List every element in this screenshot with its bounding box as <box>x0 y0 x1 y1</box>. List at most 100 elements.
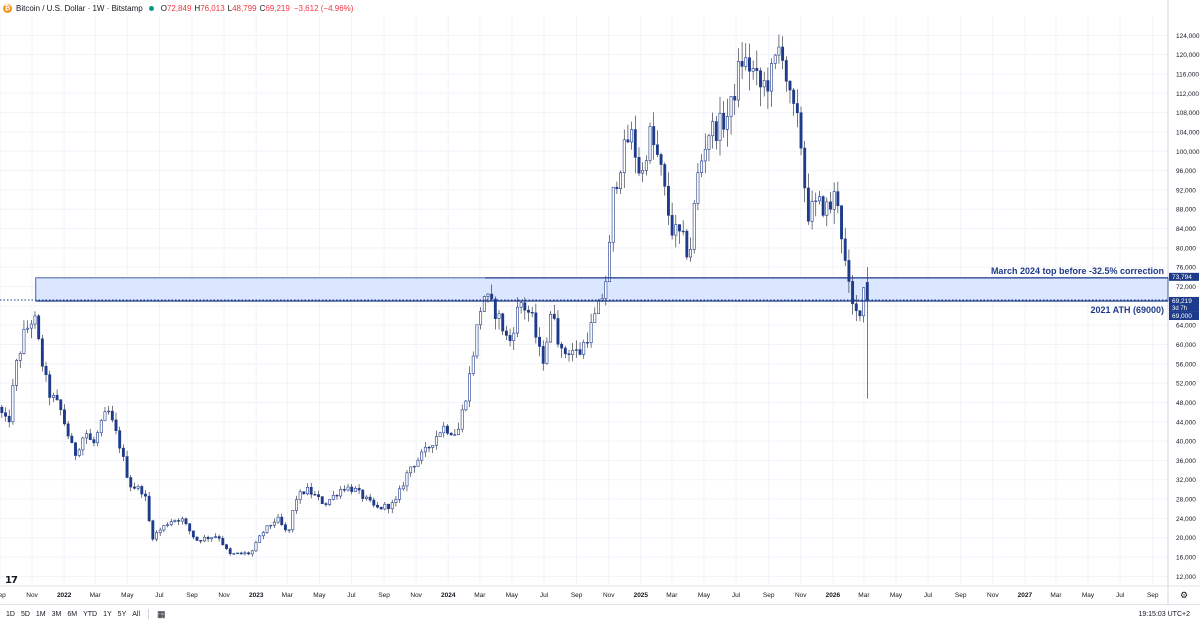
candle <box>792 89 796 104</box>
candle <box>236 552 239 555</box>
candle <box>563 347 567 355</box>
candle <box>457 428 460 436</box>
candle <box>567 353 571 355</box>
candle <box>722 112 726 130</box>
candle <box>298 491 302 500</box>
candle <box>306 486 309 495</box>
candle <box>214 536 217 538</box>
candle <box>865 282 869 301</box>
candle <box>630 129 634 143</box>
range-1d[interactable]: 1D <box>6 610 15 618</box>
candle <box>471 355 475 374</box>
candle <box>313 494 317 496</box>
candle <box>283 524 287 531</box>
candle <box>48 374 52 398</box>
candle <box>497 313 501 319</box>
candle <box>398 488 402 500</box>
candle <box>619 172 623 189</box>
candle <box>162 525 166 531</box>
candle <box>759 70 762 88</box>
candle <box>379 506 383 510</box>
candle <box>655 144 659 155</box>
calendar-icon[interactable]: ▦ <box>157 608 166 619</box>
candle <box>549 313 553 343</box>
x-tick-label: Sep <box>1147 592 1159 599</box>
candle <box>26 327 30 330</box>
candle <box>228 548 232 554</box>
candle <box>530 311 534 314</box>
candle <box>184 518 188 525</box>
price-tag <box>1169 296 1199 312</box>
candle <box>755 68 759 71</box>
high-key: H <box>194 3 201 13</box>
candle <box>795 103 799 114</box>
x-tick-label: 2025 <box>634 592 649 599</box>
range-6m[interactable]: 6M <box>67 610 78 618</box>
candle <box>394 499 398 503</box>
range-all[interactable]: All <box>132 610 141 618</box>
candle <box>387 503 390 510</box>
candle <box>431 444 435 448</box>
candle <box>667 185 670 216</box>
candle <box>762 80 766 88</box>
candle <box>670 215 674 236</box>
candle <box>644 160 648 171</box>
y-tick-label: 124,000 <box>1176 33 1200 40</box>
clock-readout[interactable]: 19:15:03 UTC+2 <box>1138 610 1190 618</box>
price-tag <box>1169 272 1199 281</box>
range-1m[interactable]: 1M <box>35 610 46 618</box>
candle <box>18 353 22 361</box>
candle <box>33 315 37 325</box>
y-tick-label: 116,000 <box>1176 71 1199 78</box>
tradingview-logo: 17 <box>5 575 18 586</box>
low-value: 48,799 <box>232 3 257 13</box>
toolbar-divider <box>148 609 150 619</box>
candle <box>751 68 755 72</box>
candle <box>788 80 792 91</box>
candle <box>74 442 77 456</box>
x-tick-label: Jul <box>1116 592 1125 599</box>
y-tick-label: 20,000 <box>1176 535 1196 542</box>
candle <box>663 164 667 187</box>
candle <box>633 129 637 158</box>
candle <box>508 335 512 342</box>
candle <box>858 310 862 317</box>
x-tick-label: Jul <box>540 592 549 599</box>
candle <box>468 373 472 402</box>
candle <box>493 298 497 319</box>
candle <box>571 350 575 355</box>
candle <box>202 536 206 542</box>
candle <box>781 46 785 61</box>
range-1y[interactable]: 1Y <box>103 610 112 618</box>
candle <box>77 449 81 456</box>
candle <box>320 496 324 504</box>
range-5y[interactable]: 5Y <box>117 610 127 618</box>
candle <box>685 230 689 258</box>
candle <box>784 60 788 82</box>
candle <box>659 154 663 165</box>
x-tick-label: Sep <box>0 592 6 599</box>
candle <box>114 419 118 431</box>
candle <box>107 410 111 413</box>
price-tag-label: 69,219 <box>1172 298 1192 305</box>
candle <box>423 446 427 453</box>
candle <box>707 135 711 150</box>
candle <box>622 139 626 173</box>
x-tick-label: Mar <box>474 592 486 599</box>
settings-icon[interactable]: ⚙ <box>1180 590 1189 600</box>
candle <box>272 521 276 526</box>
range-5d[interactable]: 5D <box>20 610 30 618</box>
bitcoin-icon: ₿ <box>3 3 12 13</box>
low-key: L <box>227 3 233 13</box>
candle <box>814 200 818 203</box>
range-ytd[interactable]: YTD <box>83 610 98 618</box>
price-chart[interactable]: 124,000 120,000 116,000 112,000 108,000 104,0… <box>0 0 1200 604</box>
y-tick-label: 100,000 <box>1176 149 1200 156</box>
candle <box>637 156 641 174</box>
candle <box>247 552 251 555</box>
open-value: 72,849 <box>166 3 192 13</box>
x-tick-label: Nov <box>218 592 230 599</box>
candle <box>368 496 372 501</box>
symbol-title[interactable]: Bitcoin / U.S. Dollar · 1W · Bitstamp <box>16 3 143 13</box>
range-3m[interactable]: 3M <box>51 610 62 618</box>
